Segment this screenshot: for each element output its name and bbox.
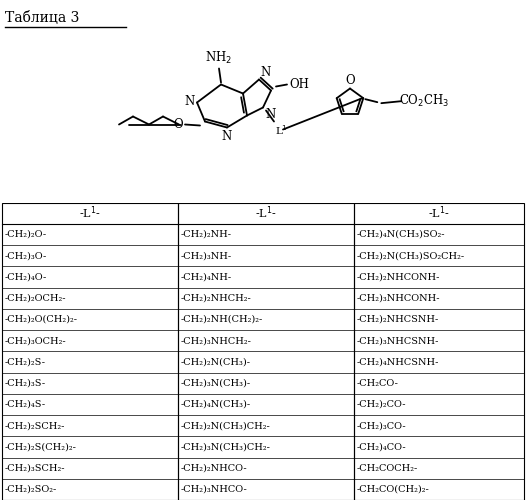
Text: -СH₂)₂NH(СH₂)₂-: -СH₂)₂NH(СH₂)₂- xyxy=(181,315,263,324)
Text: -СH₂)₂N(СH₃)CH₂-: -СH₂)₂N(СH₃)CH₂- xyxy=(181,421,271,430)
Text: -СH₂)₂N(СH₃)SO₂CH₂-: -СH₂)₂N(СH₃)SO₂CH₂- xyxy=(357,251,465,260)
Text: -СH₂)₂NHCO-: -СH₂)₂NHCO- xyxy=(181,464,248,472)
Text: -СH₂)₃OCH₂-: -СH₂)₃OCH₂- xyxy=(5,336,67,345)
Text: -СH₂)₂SO₂-: -СH₂)₂SO₂- xyxy=(5,485,57,494)
Text: -CH₂CO-: -CH₂CO- xyxy=(357,378,399,388)
Text: -СH₂)₄S-: -СH₂)₄S- xyxy=(5,400,46,409)
Bar xyxy=(178,202,354,500)
Text: -L$^1$-: -L$^1$- xyxy=(428,205,450,222)
Text: -СH₂)₂NHCSNH-: -СH₂)₂NHCSNH- xyxy=(357,315,439,324)
Text: -СH₂)₃NHCONH-: -СH₂)₃NHCONH- xyxy=(357,294,440,302)
Text: -СH₂)₄O-: -СH₂)₄O- xyxy=(5,272,47,281)
Text: -СH₂)₃NHCH₂-: -СH₂)₃NHCH₂- xyxy=(181,336,252,345)
Text: N: N xyxy=(222,130,232,142)
Text: -СH₂)₃NHCSNH-: -СH₂)₃NHCSNH- xyxy=(357,336,439,345)
Bar xyxy=(2,202,178,500)
Text: -СH₂)₃S-: -СH₂)₃S- xyxy=(5,378,46,388)
Text: -СH₂)₂NH-: -СH₂)₂NH- xyxy=(181,230,232,239)
Text: -СH₂)₂CO-: -СH₂)₂CO- xyxy=(357,400,407,409)
Text: -СH₂)₄NH-: -СH₂)₄NH- xyxy=(181,272,232,281)
Text: L$^1$: L$^1$ xyxy=(275,124,288,138)
Text: O: O xyxy=(174,118,183,131)
Text: -СH₂)₂O(СH₂)₂-: -СH₂)₂O(СH₂)₂- xyxy=(5,315,78,324)
Bar xyxy=(354,202,524,500)
Text: N: N xyxy=(260,66,270,78)
Text: -СH₂)₂NHCH₂-: -СH₂)₂NHCH₂- xyxy=(181,294,252,302)
Text: N: N xyxy=(185,95,195,108)
Text: -СH₂)₄N(СH₃)SO₂-: -СH₂)₄N(СH₃)SO₂- xyxy=(357,230,446,239)
Text: N: N xyxy=(265,108,275,122)
Text: -СH₂)₃N(СH₃)CH₂-: -СH₂)₃N(СH₃)CH₂- xyxy=(181,442,271,452)
Text: -СH₂)₃NH-: -СH₂)₃NH- xyxy=(181,251,232,260)
Text: -СH₂)₄CO-: -СH₂)₄CO- xyxy=(357,442,407,452)
Text: -CH₂CO(СH₂)₂-: -CH₂CO(СH₂)₂- xyxy=(357,485,430,494)
Text: -СH₂)₂OCH₂-: -СH₂)₂OCH₂- xyxy=(5,294,66,302)
Text: -СH₂)₂O-: -СH₂)₂O- xyxy=(5,230,47,239)
Text: -СH₂)₃NHCO-: -СH₂)₃NHCO- xyxy=(181,485,248,494)
Text: -L$^1$-: -L$^1$- xyxy=(79,205,101,222)
Text: -СH₂)₃SCH₂-: -СH₂)₃SCH₂- xyxy=(5,464,66,472)
Text: CO$_2$CH$_3$: CO$_2$CH$_3$ xyxy=(399,93,449,109)
Text: -СH₂)₄N(СH₃)-: -СH₂)₄N(СH₃)- xyxy=(181,400,251,409)
Text: -СH₂)₂S(СH₂)₂-: -СH₂)₂S(СH₂)₂- xyxy=(5,442,77,452)
Text: -CH₂COCH₂-: -CH₂COCH₂- xyxy=(357,464,418,472)
Text: -СH₂)₄NHCSNH-: -СH₂)₄NHCSNH- xyxy=(357,358,439,366)
Text: -СH₂)₂SCH₂-: -СH₂)₂SCH₂- xyxy=(5,421,65,430)
Text: O: O xyxy=(345,74,355,86)
Text: Таблица 3: Таблица 3 xyxy=(5,11,79,25)
Text: -СH₂)₂NHCONH-: -СH₂)₂NHCONH- xyxy=(357,272,440,281)
Text: -L$^1$-: -L$^1$- xyxy=(255,205,277,222)
Text: -СH₂)₃N(СH₃)-: -СH₂)₃N(СH₃)- xyxy=(181,378,251,388)
Text: -СH₂)₃O-: -СH₂)₃O- xyxy=(5,251,47,260)
Text: -СH₂)₂N(СH₃)-: -СH₂)₂N(СH₃)- xyxy=(181,358,251,366)
Text: NH$_2$: NH$_2$ xyxy=(206,50,232,66)
Text: -СH₂)₂S-: -СH₂)₂S- xyxy=(5,358,46,366)
Text: -СH₂)₃CO-: -СH₂)₃CO- xyxy=(357,421,407,430)
Text: OH: OH xyxy=(289,78,309,91)
